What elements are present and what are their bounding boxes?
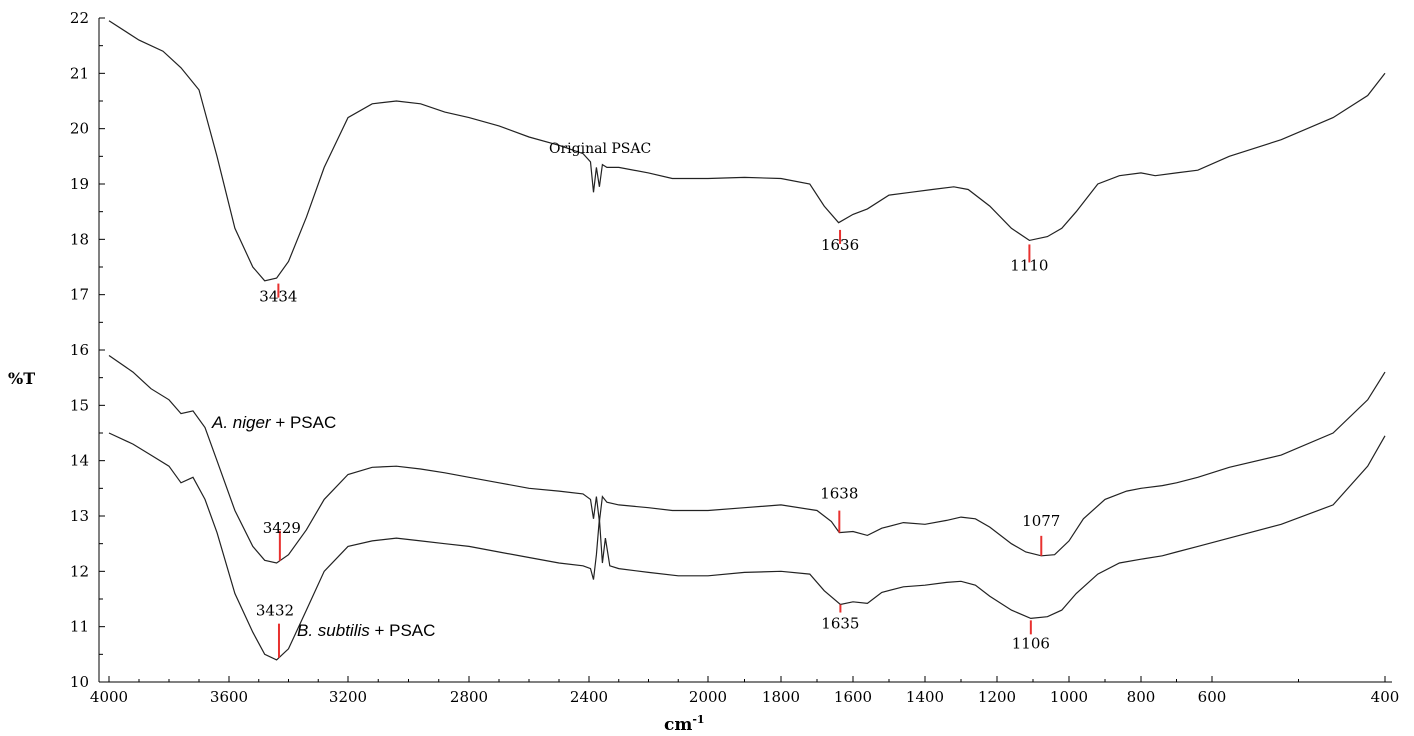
series-label-a-niger-rest: + PSAC bbox=[271, 413, 337, 432]
peak-label: 1077 bbox=[1022, 512, 1060, 530]
x-tick-label: 2400 bbox=[570, 688, 608, 706]
y-tick-label: 17 bbox=[70, 286, 89, 304]
peak-label: 1110 bbox=[1010, 256, 1048, 274]
peak-label: 1635 bbox=[821, 615, 859, 633]
spectrum-line-2 bbox=[108, 355, 1386, 564]
peak-label: 1106 bbox=[1012, 634, 1050, 652]
y-tick-label: 11 bbox=[70, 618, 89, 636]
series-label-b-subtilis-italic: B. subtilis bbox=[297, 621, 370, 640]
x-tick-label: 3600 bbox=[210, 688, 248, 706]
peak-label: 3434 bbox=[259, 288, 297, 306]
y-tick-label: 20 bbox=[70, 120, 89, 138]
x-tick-label: 1400 bbox=[906, 688, 944, 706]
y-tick-label: 14 bbox=[70, 452, 89, 470]
series-label-a-niger: A. niger + PSAC bbox=[211, 413, 336, 432]
x-tick-label: 1600 bbox=[834, 688, 872, 706]
series-label-original-psac: Original PSAC bbox=[549, 141, 651, 157]
axes bbox=[98, 18, 1392, 683]
x-tick-label: 1000 bbox=[1050, 688, 1088, 706]
peak-label: 1636 bbox=[821, 236, 859, 254]
y-tick-label: 16 bbox=[70, 341, 89, 359]
x-axis-label: cm-1 bbox=[664, 713, 705, 735]
x-tick-label: 2800 bbox=[450, 688, 488, 706]
series-label-b-subtilis-rest: + PSAC bbox=[370, 621, 436, 640]
x-tick-label: 4000 bbox=[90, 688, 128, 706]
y-tick-label: 18 bbox=[70, 230, 89, 248]
x-axis-label-superscript: -1 bbox=[692, 713, 704, 726]
spectrum-line-3 bbox=[108, 432, 1386, 661]
y-ticks: 10 11 12 13 14 15 16 17 18 19 20 21 22 bbox=[70, 9, 105, 691]
x-axis-label-base: cm bbox=[664, 715, 692, 735]
series-label-b-subtilis: B. subtilis + PSAC bbox=[297, 621, 435, 640]
y-tick-label: 19 bbox=[70, 175, 89, 193]
x-tick-label: 400 bbox=[1371, 688, 1400, 706]
peak-label: 3429 bbox=[263, 519, 301, 537]
x-ticks: 4000 3600 3200 2800 2400 2000 1800 1600 1400 1200… bbox=[90, 676, 1399, 706]
y-tick-label: 22 bbox=[70, 9, 89, 27]
y-tick-label: 12 bbox=[70, 562, 89, 580]
x-tick-label: 1800 bbox=[762, 688, 800, 706]
x-tick-label: 3200 bbox=[329, 688, 367, 706]
peak-markers: 3434 1636 1110 3429 1638 1077 3432 1635 1106 bbox=[256, 229, 1060, 658]
y-tick-label: 13 bbox=[70, 507, 89, 525]
peak-label: 3432 bbox=[256, 602, 294, 620]
y-tick-label: 21 bbox=[70, 64, 89, 82]
y-axis-label: %T bbox=[8, 369, 35, 388]
x-tick-label: 800 bbox=[1127, 688, 1156, 706]
y-tick-label: 10 bbox=[70, 673, 89, 691]
spectrum-line-1 bbox=[108, 20, 1386, 282]
x-tick-label: 1200 bbox=[978, 688, 1016, 706]
x-tick-label: 600 bbox=[1198, 688, 1227, 706]
x-tick-label: 2000 bbox=[689, 688, 727, 706]
spectra bbox=[108, 20, 1386, 661]
y-tick-label: 15 bbox=[70, 396, 89, 414]
series-label-a-niger-italic: A. niger bbox=[211, 413, 272, 432]
peak-label: 1638 bbox=[820, 485, 858, 503]
